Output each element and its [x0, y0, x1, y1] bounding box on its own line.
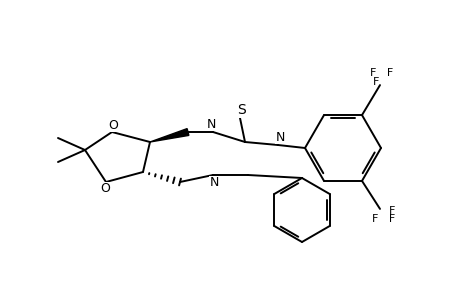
Text: S: S [237, 103, 246, 117]
Text: F: F [388, 206, 394, 216]
Text: O: O [108, 118, 118, 131]
Text: O: O [100, 182, 110, 196]
Text: F: F [372, 77, 378, 87]
Text: N: N [209, 176, 218, 190]
Text: F   F: F F [369, 68, 393, 78]
Text: N: N [275, 130, 284, 143]
Polygon shape [150, 129, 189, 142]
Text: F   F: F F [372, 214, 395, 224]
Text: N: N [206, 118, 215, 130]
